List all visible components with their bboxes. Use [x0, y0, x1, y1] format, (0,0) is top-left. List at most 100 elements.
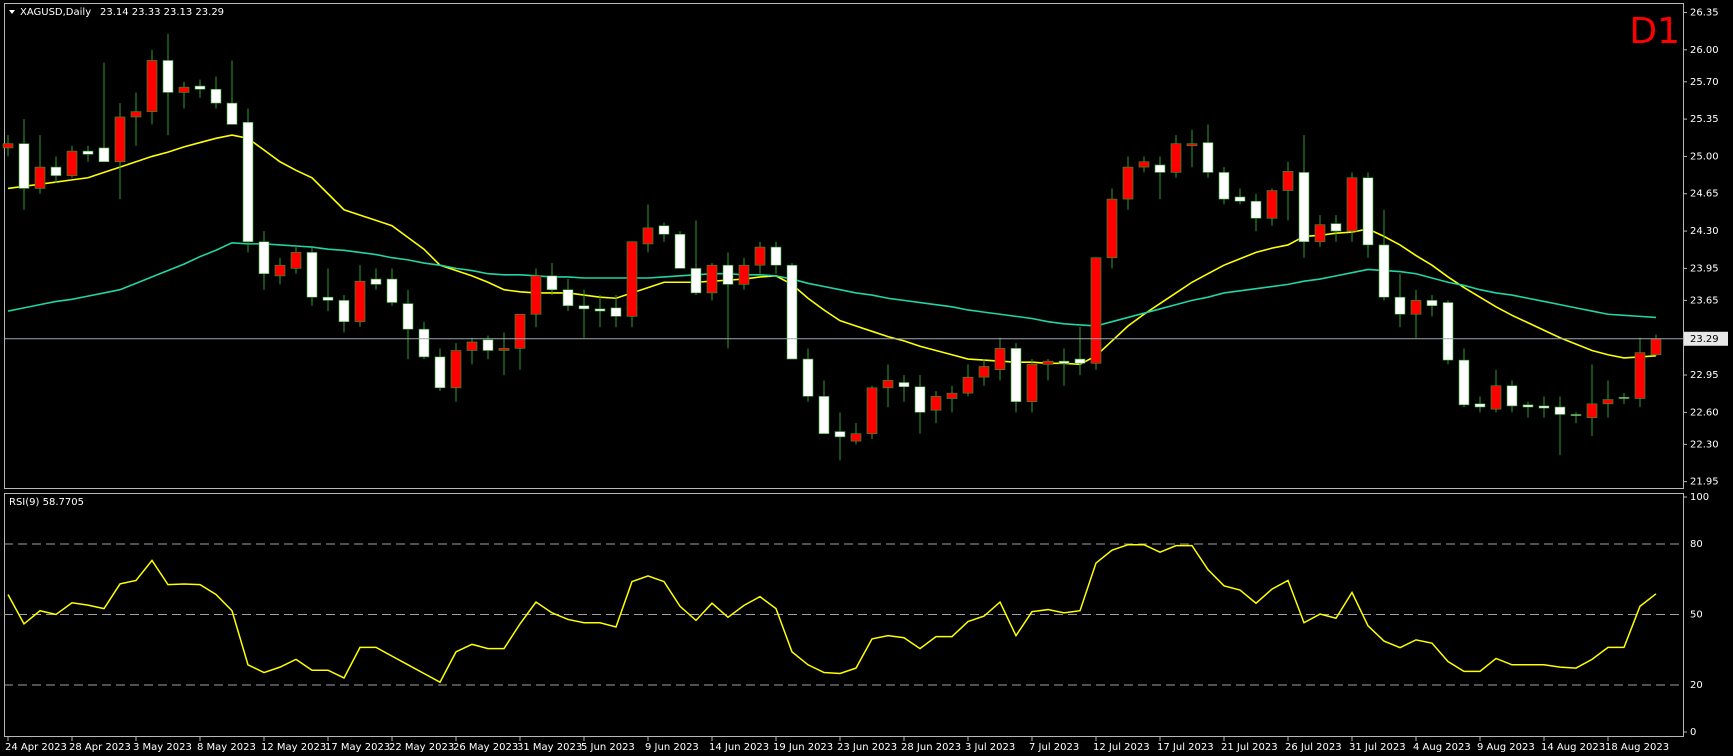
candle-body-up	[450, 350, 462, 389]
candle-body-up	[66, 150, 78, 176]
candle-body-down	[1362, 177, 1374, 246]
candle-body-down	[674, 233, 686, 269]
candle-body-down	[386, 278, 398, 303]
candle-body-down	[1522, 404, 1534, 408]
candle-body-up	[1410, 300, 1422, 315]
candle-body-down	[82, 150, 94, 155]
candle-body-down	[226, 102, 238, 125]
candle-body-down	[1394, 296, 1406, 315]
candle-body-up	[530, 275, 542, 315]
candle-body-up	[706, 264, 718, 294]
candle-body-down	[418, 328, 430, 358]
x-tick-label: 5 Jun 2023	[581, 742, 635, 753]
candle-body-up	[130, 111, 142, 118]
candle-body-down	[1442, 302, 1454, 361]
y-tick-label: 23.65	[1690, 295, 1719, 306]
candle-body-down	[1218, 172, 1230, 200]
candle-body-down	[770, 246, 782, 266]
candle-body-up	[850, 433, 862, 442]
candle-body-up	[626, 241, 638, 317]
x-tick-label: 31 Jul 2023	[1349, 742, 1406, 753]
x-tick-label: 17 May 2023	[325, 742, 390, 753]
candle-body-down	[1234, 196, 1246, 202]
x-tick-label: 31 May 2023	[517, 742, 582, 753]
candle-body-up	[354, 280, 366, 323]
x-tick-label: 12 Jul 2023	[1093, 742, 1150, 753]
y-tick-label: 24.65	[1690, 189, 1719, 200]
candle-body-up	[2, 143, 14, 149]
candle-body-down	[1058, 360, 1070, 364]
candle-body-up	[1490, 385, 1502, 410]
candle-body-down	[1010, 348, 1022, 402]
candle-body-up	[1586, 403, 1598, 418]
candle-body-up	[1650, 338, 1662, 356]
candle-body-down	[370, 278, 382, 285]
x-tick-label: 9 Jun 2023	[645, 742, 699, 753]
candle-body-down	[1298, 172, 1310, 243]
candle-body-down	[1458, 359, 1470, 406]
candle-body-down	[50, 166, 62, 176]
y-tick-label: 25.00	[1690, 151, 1719, 162]
candle-body-up	[466, 341, 478, 351]
timeframe-label: D1	[1629, 11, 1680, 52]
candle-body-down	[162, 60, 174, 93]
candle-body-down	[834, 431, 846, 438]
y-tick-label: 22.60	[1690, 407, 1719, 418]
candle-body-up	[1042, 360, 1054, 365]
x-tick-label: 17 Jul 2023	[1157, 742, 1214, 753]
candle-body-up	[930, 396, 942, 411]
x-tick-label: 7 Jul 2023	[1029, 742, 1079, 753]
candle-body-up	[1106, 198, 1118, 259]
y-tick-label: 24.30	[1690, 226, 1719, 237]
last-price-box	[1684, 331, 1728, 346]
candle-body-down	[546, 275, 558, 291]
x-tick-label: 14 Aug 2023	[1541, 742, 1605, 753]
candle-body-up	[994, 348, 1006, 370]
x-tick-label: 28 Jun 2023	[901, 742, 961, 753]
candle-body-down	[194, 85, 206, 90]
x-tick-label: 26 May 2023	[453, 742, 518, 753]
rsi-title: RSI(9) 58.7705	[9, 497, 84, 508]
candle-body-up	[866, 387, 878, 434]
ohlc-readout: 23.14 23.33 23.13 23.29	[100, 7, 224, 18]
candle-body-up	[1090, 257, 1102, 364]
rsi-line	[7, 543, 1657, 684]
candle-body-up	[962, 376, 974, 394]
candle-body-down	[1154, 164, 1166, 173]
candle-body-down	[802, 358, 814, 397]
x-tick-label: 4 Aug 2023	[1413, 742, 1471, 753]
y-tick-label: 25.35	[1690, 114, 1719, 125]
candle-body-down	[578, 305, 590, 310]
candle-body-up	[1026, 364, 1038, 402]
candle-body-up	[1314, 224, 1326, 243]
x-tick-label: 22 May 2023	[389, 742, 454, 753]
y-tick-label: 0	[1690, 727, 1696, 738]
candle-body-up	[1138, 161, 1150, 168]
candle-body-down	[1554, 406, 1566, 415]
candle-body-down	[1474, 403, 1486, 408]
candle-body-up	[882, 380, 894, 389]
candle-body-up	[178, 86, 190, 93]
last-price-label: 23.29	[1690, 334, 1719, 345]
candle-body-down	[306, 252, 318, 298]
candle-body-up	[946, 392, 958, 399]
y-tick-label: 26.35	[1690, 7, 1719, 18]
y-tick-label: 26.00	[1690, 45, 1719, 56]
candle-body-down	[434, 356, 446, 389]
candle-body-up	[642, 227, 654, 245]
y-tick-label: 22.95	[1690, 370, 1719, 381]
candle-body-down	[210, 88, 222, 104]
candle-body-up	[146, 60, 158, 112]
x-tick-label: 23 Jun 2023	[837, 742, 897, 753]
candle-body-down	[98, 147, 110, 163]
symbol-title: XAGUSD,Daily	[20, 7, 91, 18]
candle-body-down	[594, 308, 606, 312]
candle-body-down	[1202, 142, 1214, 173]
x-tick-label: 12 May 2023	[261, 742, 326, 753]
x-tick-label: 14 Jun 2023	[709, 742, 769, 753]
y-tick-label: 23.95	[1690, 263, 1719, 274]
candle-body-down	[1570, 414, 1582, 416]
candle-body-down	[562, 289, 574, 307]
